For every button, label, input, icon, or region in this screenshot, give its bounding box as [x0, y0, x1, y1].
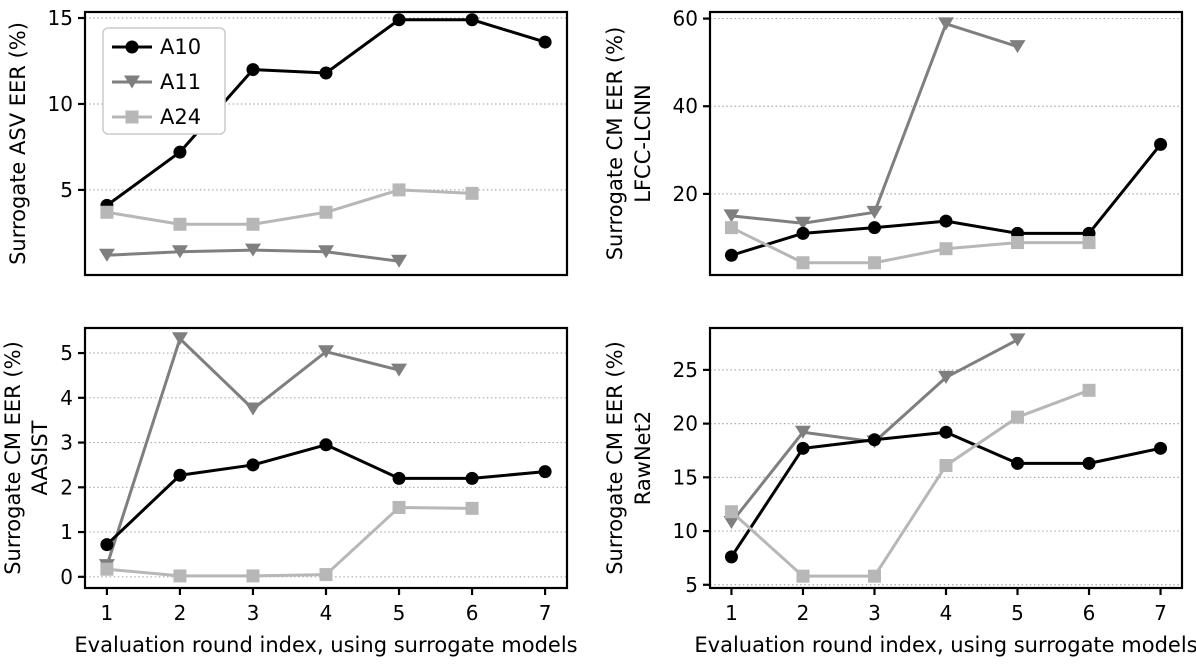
plot-border [708, 10, 1184, 277]
y-axis-label: AASIST [28, 420, 52, 495]
y-tick-label: 60 [673, 7, 698, 31]
series-line-A24 [105, 505, 474, 578]
series-markers-A24 [724, 383, 1096, 583]
series-markers-A24 [724, 221, 1096, 270]
x-tick-labels: 1 2 3 4 5 6 7 [101, 588, 552, 625]
y-axis-label: Surrogate ASV EER (%) [6, 22, 30, 265]
y-tick-label: 3 [60, 431, 73, 455]
x-axis-label: Evaluation round index, using surrogate … [74, 633, 577, 657]
gridlines [710, 17, 1182, 195]
x-tick-label: 1 [101, 601, 114, 625]
gridlines [710, 369, 1182, 586]
y-tick-label: 15 [48, 6, 73, 30]
y-axis-label: LFCC-LCNN [631, 84, 655, 202]
legend-entry-A11: A11 [112, 70, 201, 94]
x-tick-label: 1 [725, 601, 738, 625]
y-tick-label: 1 [60, 520, 73, 544]
y-axis-label: Surrogate CM EER (%) [603, 27, 627, 261]
series-line-A24 [105, 188, 474, 226]
x-tick-label: 5 [1011, 601, 1024, 625]
plot-border [83, 10, 569, 277]
y-tick-label: 15 [673, 465, 698, 489]
chart-cm-eer-lfcc-lcnn: 20 40 60 Surrogate CM EER (%) LFCC-LCNN [603, 7, 1184, 277]
y-axis-label: Surrogate CM EER (%) [1, 341, 25, 575]
x-tick-label: 5 [393, 601, 406, 625]
x-tick-label: 6 [1083, 601, 1096, 625]
series-markers-A11 [98, 243, 408, 268]
y-tick-label: 5 [685, 573, 698, 597]
x-tick-label: 2 [174, 601, 187, 625]
x-tick-label: 2 [797, 601, 810, 625]
y-tick-label: 40 [673, 94, 698, 118]
x-tick-labels: 1 2 3 4 5 6 7 [725, 588, 1167, 625]
y-tick-label: 5 [60, 341, 73, 365]
y-tick-label: 10 [48, 92, 73, 116]
legend-entry-label: A10 [160, 35, 201, 59]
y-tick-labels: 0 1 2 3 4 5 [60, 341, 85, 589]
series-markers-A10 [724, 425, 1168, 564]
series-markers-A24 [100, 183, 479, 231]
y-tick-label: 20 [673, 412, 698, 436]
chart-asv-eer: 5 10 15 Surrogate ASV EER (%) A10 A11 A24 [6, 6, 569, 277]
legend-entry-A10: A10 [112, 35, 201, 59]
series-markers-A24 [100, 500, 479, 583]
series-line-A24 [729, 388, 1091, 578]
legend-box [102, 27, 226, 135]
y-tick-labels: 20 40 60 [673, 7, 710, 206]
x-tick-label: 4 [940, 601, 953, 625]
x-tick-label: 3 [247, 601, 260, 625]
series-markers-A11 [98, 332, 408, 573]
x-tick-label: 4 [320, 601, 333, 625]
x-tick-label: 7 [539, 601, 552, 625]
legend-entry-label: A24 [160, 105, 201, 129]
y-tick-label: 4 [60, 386, 73, 410]
x-tick-label: 6 [466, 601, 479, 625]
y-axis-label: Surrogate CM EER (%) [603, 341, 627, 575]
y-tick-label: 20 [673, 182, 698, 206]
series-markers-A11 [723, 17, 1026, 230]
legend-entry-A24: A24 [112, 105, 201, 129]
y-axis-label: RawNet2 [631, 411, 655, 505]
y-tick-label: 0 [60, 565, 73, 589]
y-tick-label: 2 [60, 475, 73, 499]
legend-entry-label: A11 [160, 70, 201, 94]
chart-cm-eer-rawnet2: 5 10 15 20 25 1 2 3 4 5 6 7 Surrogate CM EER (%) RawN… [603, 326, 1196, 657]
y-tick-label: 10 [673, 519, 698, 543]
series-line-A24 [729, 226, 1091, 265]
y-tick-label: 25 [673, 358, 698, 382]
legend: A10 A11 A24 [102, 27, 226, 135]
series-markers-A10 [100, 438, 552, 552]
x-axis-label: Evaluation round index, using surrogate … [694, 633, 1196, 657]
y-tick-label: 5 [60, 178, 73, 202]
y-tick-labels: 5 10 15 20 25 [673, 358, 710, 597]
chart-cm-eer-aasist: 0 1 2 3 4 5 1 2 3 4 5 6 7 Surrogate CM EER (%) AASIST E… [1, 326, 578, 657]
x-tick-label: 7 [1154, 601, 1167, 625]
y-tick-labels: 5 10 15 [48, 6, 85, 202]
x-tick-label: 3 [868, 601, 881, 625]
